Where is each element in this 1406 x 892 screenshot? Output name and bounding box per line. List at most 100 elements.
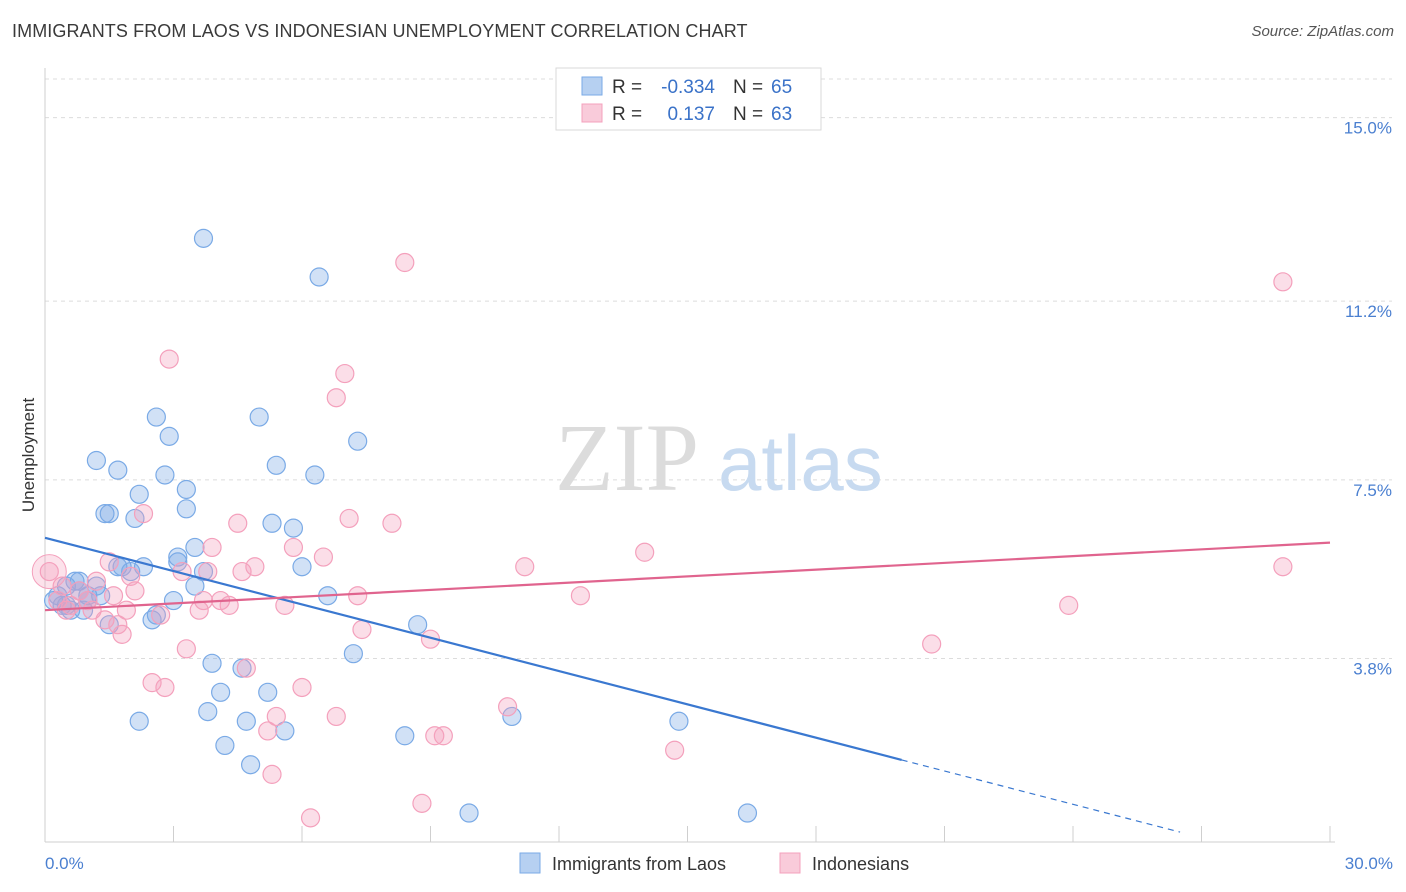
data-point: [258, 721, 278, 741]
data-point: [348, 431, 368, 451]
bottom-legend: Immigrants from Laos Indonesians: [519, 852, 909, 874]
data-point: [352, 619, 372, 640]
data-point: [262, 764, 282, 784]
data-point: [99, 504, 119, 524]
data-point: [283, 537, 304, 558]
data-point: [343, 644, 363, 664]
y-tick-label: 11.2%: [1345, 302, 1392, 321]
data-point: [159, 426, 179, 446]
data-point: [129, 484, 149, 504]
data-point: [39, 561, 59, 582]
data-point: [211, 682, 231, 702]
data-point: [168, 547, 188, 567]
data-point: [232, 561, 252, 582]
data-point: [116, 600, 136, 620]
data-point: [168, 552, 188, 572]
data-point: [193, 228, 214, 248]
data-point: [159, 349, 179, 369]
data-point: [95, 504, 115, 524]
data-point: [78, 590, 98, 611]
trend-lines: [44, 536, 1331, 833]
data-point: [112, 624, 132, 644]
data-point: [459, 803, 479, 823]
y-tick-label: 15.0%: [1344, 119, 1392, 138]
data-point: [146, 605, 166, 625]
data-point: [142, 673, 162, 693]
data-point: [193, 561, 214, 582]
data-point: [395, 252, 415, 273]
data-point: [232, 658, 252, 678]
data-point-large: [31, 554, 67, 590]
legend-swatch-0: [581, 76, 603, 96]
data-point: [425, 726, 445, 746]
data-point: [121, 561, 141, 582]
legend-n-value: 63: [771, 104, 792, 125]
data-point: [1273, 272, 1293, 292]
data-point: [292, 557, 312, 577]
trend-line-extension-0: [901, 759, 1181, 833]
chart-title: IMMIGRANTS FROM LAOS VS INDONESIAN UNEMP…: [12, 21, 748, 41]
data-point: [408, 615, 428, 635]
data-point: [108, 615, 128, 635]
data-point: [176, 639, 196, 659]
trend-line-0: [44, 536, 902, 761]
legend-r-value: -0.334: [661, 77, 715, 98]
bottom-legend-swatch-0: [519, 852, 541, 874]
data-point: [133, 504, 154, 524]
data-point: [163, 590, 184, 611]
data-point: [313, 547, 334, 567]
data-point: [82, 600, 102, 620]
data-point: [202, 653, 222, 673]
data-point: [275, 721, 295, 741]
data-point: [185, 537, 205, 558]
data-point: [292, 677, 312, 698]
data-point: [326, 388, 346, 408]
data-point: [300, 808, 321, 828]
data-point: [215, 735, 235, 756]
watermark-atlas: atlas: [718, 419, 883, 507]
data-point: [151, 605, 171, 625]
data-point: [103, 586, 124, 606]
bottom-legend-swatch-1: [779, 852, 801, 874]
data-point: [498, 697, 518, 717]
data-point: [309, 267, 329, 287]
data-point: [635, 542, 655, 562]
data-point: [665, 740, 685, 760]
legend-n-label: N =: [733, 104, 763, 125]
data-point: [65, 571, 85, 591]
data-point: [86, 450, 107, 471]
watermark-zip: ZIP: [555, 404, 699, 511]
data-point: [52, 576, 72, 596]
trend-line-1: [44, 541, 1331, 612]
bottom-legend-label-0: Immigrants from Laos: [552, 854, 726, 874]
data-point: [262, 513, 282, 533]
data-point: [339, 508, 359, 529]
data-point: [202, 537, 222, 558]
data-point: [99, 552, 119, 572]
data-point: [228, 513, 248, 533]
data-point: [241, 755, 261, 775]
legend-r-label: R =: [612, 104, 642, 125]
data-point: [412, 793, 432, 813]
data-point: [515, 557, 535, 577]
data-point: [86, 571, 107, 591]
legend-r-label: R =: [612, 77, 642, 98]
data-point: [382, 513, 402, 533]
y-tick-label: 3.8%: [1353, 659, 1392, 678]
bottom-legend-label-1: Indonesians: [812, 854, 909, 874]
legend-swatch-1: [581, 103, 603, 123]
data-points: [31, 228, 1293, 828]
data-point: [1273, 557, 1293, 577]
data-point: [266, 455, 286, 475]
series-points-1: [39, 252, 1293, 828]
data-point: [258, 682, 278, 702]
data-point: [502, 706, 522, 727]
legend-n-value: 65: [771, 77, 792, 98]
y-tick-label: 7.5%: [1353, 481, 1392, 500]
y-axis-label: Unemployment: [19, 398, 38, 513]
data-point: [155, 465, 175, 485]
data-point: [176, 499, 196, 519]
legend: R = -0.334 N = 65 R = 0.137 N = 63: [555, 67, 822, 131]
data-point: [245, 557, 265, 577]
